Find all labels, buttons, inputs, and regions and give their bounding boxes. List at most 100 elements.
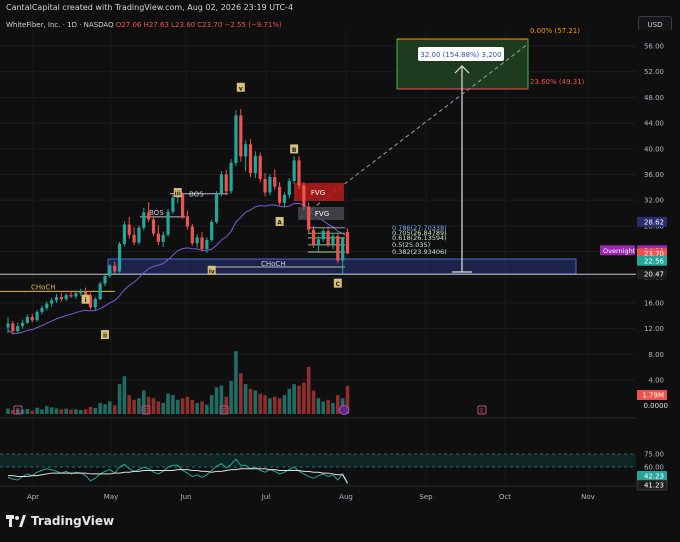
change-value: −2.55 (−9.71%): [224, 21, 282, 29]
candle-body: [35, 311, 39, 321]
volume-bar: [117, 384, 122, 414]
price-tick: 48.00: [644, 94, 664, 102]
volume-bar: [277, 398, 282, 414]
volume-bar: [311, 390, 316, 414]
volume-bar: [326, 399, 330, 414]
rsi-tick: 75.00: [644, 451, 664, 459]
volume-bar: [64, 408, 68, 414]
price-tick: 56.00: [644, 43, 664, 51]
candle-body: [156, 233, 160, 242]
candle-body: [79, 291, 83, 294]
candle-body: [171, 197, 175, 212]
measure-arrowhead: [454, 65, 470, 74]
rsi-label-box: [637, 471, 667, 481]
candle-body: [336, 236, 340, 261]
projection-path: [299, 43, 529, 219]
candle-body: [137, 227, 141, 243]
volume-bar: [272, 396, 277, 414]
volume-bar: [200, 401, 204, 414]
candle-body: [181, 194, 185, 217]
volume-bar: [321, 401, 326, 414]
candle-body: [200, 237, 204, 249]
volume-bar: [234, 351, 238, 414]
candle-body: [25, 317, 29, 323]
candle-body: [147, 212, 151, 220]
volume-bar: [180, 398, 185, 414]
earnings-marker: [477, 405, 487, 415]
tradingview-logo[interactable]: TradingView: [6, 514, 114, 528]
volume-bar: [25, 408, 30, 414]
candle-body: [307, 206, 311, 230]
candle-body: [219, 174, 223, 194]
volume-bar: [175, 399, 180, 414]
volume-bar: [98, 403, 102, 414]
volume-bar: [151, 398, 156, 414]
x-axis-label: Nov: [581, 493, 595, 501]
volume-label-box: [637, 390, 667, 400]
candle-body: [282, 195, 287, 203]
volume-bar: [209, 395, 214, 414]
x-axis-label: May: [104, 493, 118, 501]
volume-bar: [30, 410, 35, 414]
wave-label-box: [275, 216, 284, 226]
candle-body: [69, 295, 73, 297]
volume-bar: [127, 395, 132, 414]
volume-bar: [93, 408, 98, 414]
candle-body: [59, 297, 63, 300]
volume-bar: [59, 409, 64, 414]
wave-label-box: [173, 188, 182, 198]
candle-body: [244, 144, 248, 157]
earnings-marker: [13, 405, 23, 415]
volume-bar: [214, 387, 219, 414]
candle-body: [30, 317, 34, 321]
price-tick: 16.00: [644, 299, 664, 307]
fib-label: 0.382(23.93406): [392, 248, 447, 256]
candle-body: [345, 231, 350, 254]
volume-bar: [20, 409, 25, 414]
volume-bar: [103, 404, 107, 414]
candle-body: [142, 212, 146, 228]
volume-bar: [219, 385, 224, 414]
volume-bar: [302, 382, 306, 414]
wave-label-box: [290, 144, 299, 154]
candle-body: [224, 174, 228, 192]
earnings-marker: [219, 405, 229, 415]
x-axis-label: Aug: [339, 493, 353, 501]
x-axis-label: Sep: [419, 493, 433, 501]
candle-body: [190, 226, 194, 244]
price-label: 28.62: [644, 218, 664, 226]
volume-bar: [83, 409, 88, 414]
volume-bar: [171, 395, 175, 414]
volume-bar: [292, 384, 296, 414]
price-label-box: [637, 269, 667, 280]
candle-body: [326, 230, 330, 245]
volume-bar: [6, 408, 10, 414]
candle-body: [93, 299, 97, 308]
volume-bar: [306, 366, 311, 414]
target-label-box: [418, 47, 504, 61]
target-label: 32.00 (154.88%) 3,200: [420, 51, 501, 59]
price-tick: 32.00: [644, 197, 664, 205]
rsi-line: [7, 458, 348, 483]
wave-label: A: [277, 219, 282, 226]
earnings-marker-label: E: [222, 408, 226, 415]
choch-label: CHoCH: [261, 260, 286, 268]
overnight-label: Overnight: [603, 247, 636, 255]
wave-label-box: [333, 278, 342, 288]
volume-bar: [161, 403, 165, 414]
candle-body: [84, 291, 88, 296]
candle-body: [311, 229, 316, 246]
rsi-ma-line: [8, 468, 348, 484]
candle-body: [229, 162, 233, 192]
currency-button[interactable]: USD: [638, 16, 672, 34]
choch-label: CHoCH: [31, 283, 56, 291]
x-axis-label: Jul: [261, 493, 271, 501]
volume-bar: [132, 399, 136, 414]
candle-body: [122, 224, 126, 244]
volume-bar: [156, 401, 161, 414]
volume-bar: [40, 409, 44, 414]
moving-average-line: [7, 202, 348, 335]
candle-body: [108, 265, 112, 276]
price-tick: 4.00: [648, 377, 664, 385]
